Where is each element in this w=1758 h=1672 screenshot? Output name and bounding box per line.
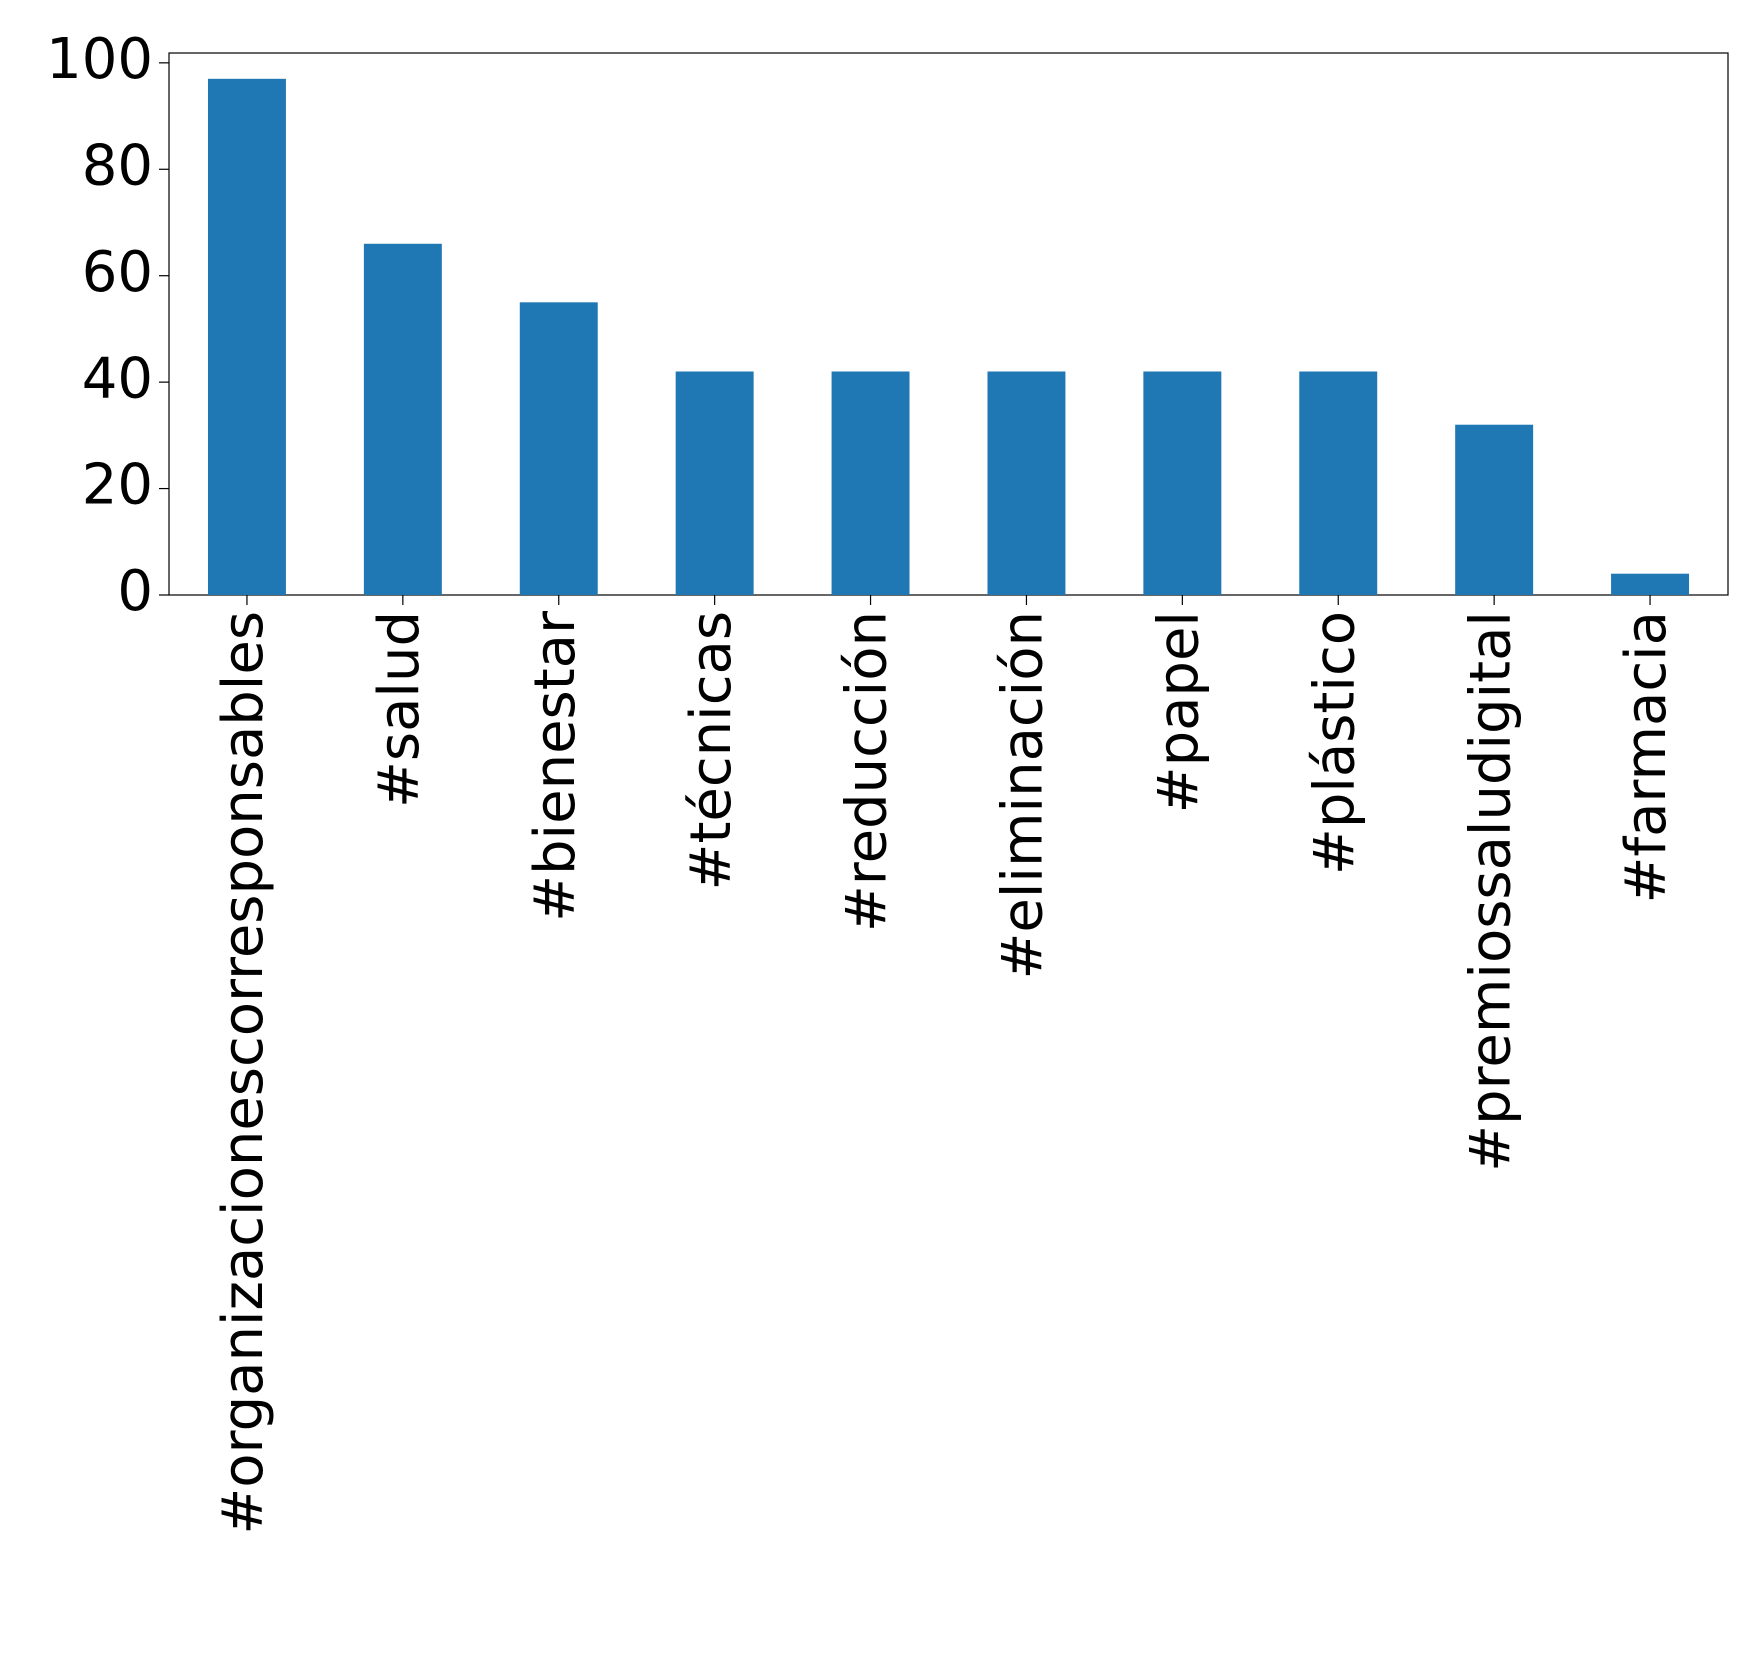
y-tick-label: 80 [82,133,153,198]
x-tick-label: #papel [1146,611,1211,813]
y-tick-label: 0 [117,559,153,624]
bar [1299,371,1378,595]
bar [363,243,442,595]
y-tick-label: 60 [82,240,153,305]
plot-frame [168,52,1729,596]
y-tick-label: 40 [82,346,153,411]
x-tick-label: #salud [367,611,432,808]
bar [1611,573,1690,595]
bar [207,78,286,596]
bar [675,371,754,595]
bar [987,371,1066,595]
x-tick-label: #técnicas [679,611,744,890]
x-tick-label: #plástico [1302,611,1367,875]
x-tick-label: #organizacionescorresponsables [211,611,276,1535]
bar [1143,371,1222,595]
y-tick-label: 100 [46,27,153,92]
x-tick-label: #premiossaludigital [1458,611,1523,1172]
x-tick-label: #bienestar [523,610,588,922]
bar [831,371,910,595]
x-tick-label: #farmacia [1614,611,1679,904]
y-tick-label: 20 [82,453,153,518]
x-tick-label: #eliminación [991,611,1056,980]
bar [519,302,598,595]
x-tick-label: #reducción [835,611,900,932]
bar [1455,424,1534,595]
